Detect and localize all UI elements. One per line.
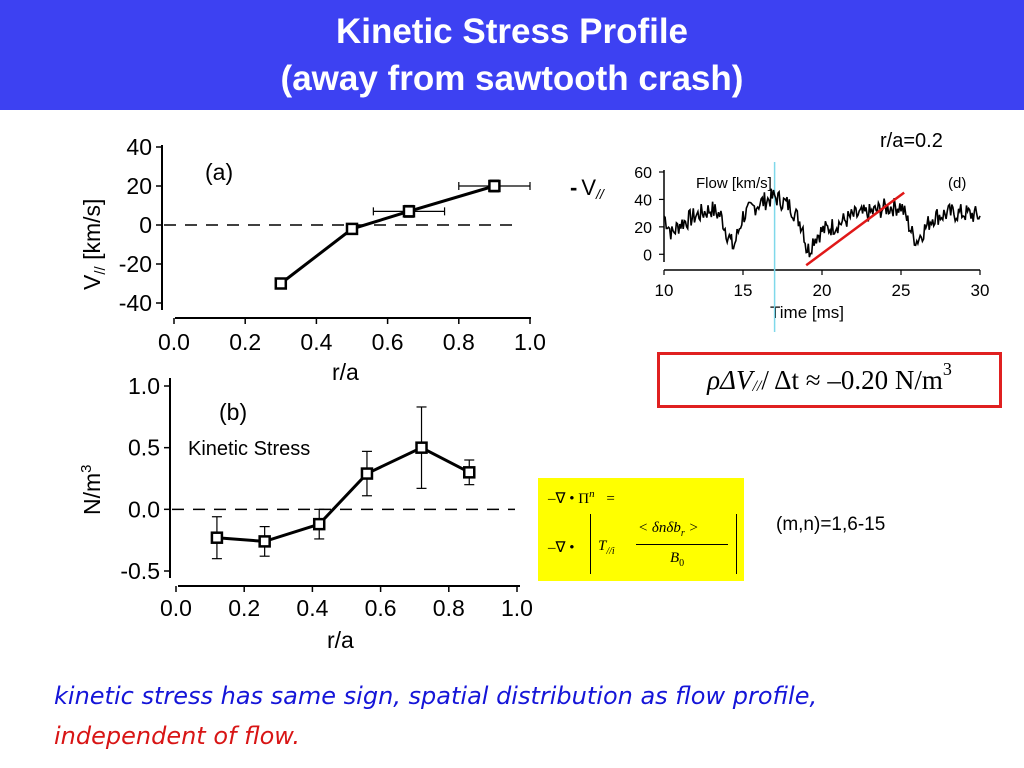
x-tick-label: 0.0 bbox=[160, 595, 192, 621]
x-tick-label: 0.8 bbox=[443, 329, 475, 355]
conclusion-line2: independent of flow. bbox=[54, 722, 301, 750]
y-tick-label: 20 bbox=[634, 220, 652, 237]
y-tick-label: -0.5 bbox=[120, 558, 160, 584]
stress-eq-line1-eq: = bbox=[606, 491, 615, 507]
chart-a-ylabel-sub: // bbox=[92, 265, 109, 274]
x-tick-label: 0.2 bbox=[228, 595, 260, 621]
x-tick-label: 15 bbox=[734, 281, 753, 300]
eq-sup: 3 bbox=[942, 358, 952, 379]
radius-label: r/a=0.2 bbox=[880, 130, 943, 152]
chart-a: (a) r/a V// [km/s] 0.0 0.2 0.4 0.6 0.8 1.0 40 2… bbox=[79, 134, 546, 385]
y-tick-label: -40 bbox=[119, 290, 152, 316]
minus-v-label: - V// bbox=[570, 175, 606, 202]
fit-line bbox=[805, 191, 905, 267]
chart-a-panel-label: (a) bbox=[205, 159, 233, 185]
chart-d: Flow [km/s] (d) Time [ms] 10 15 20 25 30 60 40… bbox=[634, 162, 989, 332]
data-point bbox=[488, 179, 501, 193]
x-tick-label: 25 bbox=[892, 281, 911, 300]
stress-eq-factor-sub: //i bbox=[606, 546, 615, 557]
chart-b-ylabel-sup: 3 bbox=[78, 464, 95, 472]
minus-v-prefix: - bbox=[570, 175, 577, 200]
eq-sub: // bbox=[752, 378, 762, 395]
chart-b: (b) Kinetic Stress r/a N/m3 0.0 0.2 0.4 0.6… bbox=[78, 373, 533, 653]
minus-v-sub: // bbox=[595, 186, 606, 202]
chart-a-ylabel-unit: [km/s] bbox=[79, 199, 105, 267]
chart-b-annotation: Kinetic Stress bbox=[188, 438, 310, 460]
chart-d-panel-label: (d) bbox=[948, 175, 966, 192]
y-tick-label: 1.0 bbox=[128, 373, 160, 399]
data-point bbox=[258, 535, 271, 548]
stress-eq-line1-sup: n bbox=[589, 488, 595, 500]
chart-b-panel-label: (b) bbox=[219, 399, 247, 425]
stress-eq-factor: T//i bbox=[598, 538, 615, 557]
stress-eq-line2-prefix: –∇ • bbox=[548, 540, 575, 556]
y-tick-label: 60 bbox=[634, 165, 652, 182]
series-line bbox=[216, 445, 470, 543]
data-point bbox=[463, 466, 476, 479]
series-line bbox=[279, 184, 495, 285]
minus-v-symbol: V bbox=[581, 175, 596, 200]
chart-b-ylabel: N/m3 bbox=[78, 464, 105, 515]
x-tick-label: 0.4 bbox=[296, 595, 328, 621]
eq-lhs: ρΔV bbox=[707, 364, 753, 395]
x-tick-label: 0.6 bbox=[372, 329, 404, 355]
slide-header: Kinetic Stress Profile (away from sawtoo… bbox=[0, 0, 1024, 110]
data-point bbox=[274, 277, 288, 290]
stress-eq-numerator: < δnδbr > bbox=[638, 520, 699, 539]
stress-eq-factor-t: T bbox=[598, 538, 607, 554]
slide-title-line1: Kinetic Stress Profile bbox=[335, 12, 689, 51]
x-tick-label: 20 bbox=[813, 281, 832, 300]
x-tick-label: 1.0 bbox=[501, 595, 533, 621]
stress-eq-numerator-end: > bbox=[684, 520, 699, 536]
stress-eq-denominator-sub: 0 bbox=[679, 558, 685, 569]
flow-rate-equation: ρΔV// / Δt ≈ –0.20 N/m 3 bbox=[657, 352, 1002, 408]
y-tick-label: -20 bbox=[119, 251, 152, 277]
x-tick-label: 1.0 bbox=[514, 329, 546, 355]
stress-eq-line1-text: –∇ • Π bbox=[548, 491, 590, 507]
data-point bbox=[360, 467, 374, 480]
chart-b-xlabel: r/a bbox=[327, 627, 354, 653]
data-point bbox=[312, 517, 326, 531]
x-tick-label: 0.2 bbox=[229, 329, 261, 355]
flow-trace bbox=[663, 188, 981, 258]
x-tick-label: 0.4 bbox=[300, 329, 332, 355]
slide-title-line2: (away from sawtooth crash) bbox=[280, 59, 744, 98]
y-tick-label: 40 bbox=[126, 134, 152, 160]
data-point bbox=[210, 531, 224, 544]
conclusion-line1: kinetic stress has same sign, spatial di… bbox=[54, 682, 818, 710]
chart-a-ylabel-v: V bbox=[79, 274, 105, 290]
chart-d-annotation: Flow [km/s] bbox=[696, 175, 772, 192]
y-tick-label: 0.5 bbox=[128, 435, 160, 461]
y-tick-label: 0 bbox=[139, 212, 152, 238]
y-tick-label: 0 bbox=[643, 247, 652, 264]
data-point bbox=[402, 205, 416, 218]
stress-eq-numerator-sub: r bbox=[680, 528, 685, 539]
x-tick-label: 30 bbox=[971, 281, 990, 300]
stress-eq-fraction-bar bbox=[636, 544, 728, 545]
data-point bbox=[345, 222, 359, 236]
x-tick-label: 0.6 bbox=[365, 595, 397, 621]
stress-eq-denominator: B0 bbox=[670, 550, 684, 569]
y-tick-label: 20 bbox=[126, 173, 152, 199]
x-tick-label: 0.0 bbox=[158, 329, 190, 355]
stress-equation-box: –∇ • Πn = –∇ • T//i < δnδbr > B0 bbox=[538, 478, 744, 581]
stress-eq-numerator-text: < δnδb bbox=[638, 520, 681, 536]
eq-mid: / Δt ≈ –0.20 N/m bbox=[761, 364, 943, 395]
mode-numbers-label: (m,n)=1,6-15 bbox=[776, 514, 886, 535]
x-tick-label: 10 bbox=[655, 281, 674, 300]
y-tick-label: 0.0 bbox=[128, 496, 160, 522]
conclusion: kinetic stress has same sign, spatial di… bbox=[54, 676, 817, 756]
stress-eq-line1: –∇ • Πn = bbox=[548, 488, 615, 508]
x-tick-label: 0.8 bbox=[433, 595, 465, 621]
stress-eq-bracket bbox=[590, 514, 737, 574]
chart-d-xlabel: Time [ms] bbox=[770, 303, 844, 322]
y-tick-label: 40 bbox=[634, 192, 652, 209]
chart-a-xlabel: r/a bbox=[332, 359, 359, 385]
stress-eq-denominator-b: B bbox=[670, 550, 680, 566]
chart-a-ylabel: V// [km/s] bbox=[79, 199, 109, 290]
data-point bbox=[415, 441, 428, 454]
